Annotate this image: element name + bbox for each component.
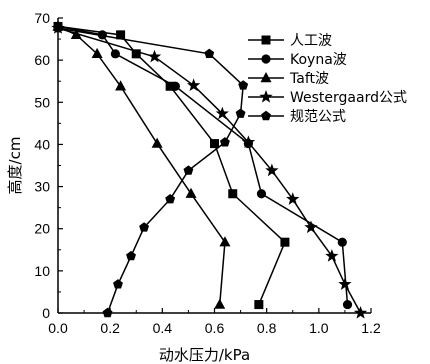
data-point-square — [280, 237, 290, 247]
data-point-star — [353, 306, 368, 319]
legend-item-star: Westergaard公式 — [248, 90, 407, 106]
axis-labels: 动水压力/kPa 高度/cm 0.0 0.2 0.4 0.6 0.8 1.0 1.2 0 10 2… — [6, 10, 381, 364]
y-tick-label: 20 — [34, 221, 50, 237]
y-tick-label: 60 — [34, 52, 50, 68]
data-point-pentagon — [53, 22, 63, 33]
data-point-circle — [256, 189, 267, 199]
series-layer — [51, 20, 368, 319]
data-point-square — [210, 139, 219, 149]
data-point-triangle — [185, 187, 197, 198]
legend-marker-pentagon — [261, 110, 271, 121]
legend-item-triangle: Taft波 — [248, 71, 329, 87]
data-point-triangle — [219, 236, 231, 247]
legend-item-square: 人工波 — [248, 33, 332, 49]
data-point-square — [131, 49, 141, 59]
data-point-pentagon — [235, 108, 246, 118]
data-point-star — [265, 163, 279, 177]
series-pentagon — [53, 22, 249, 318]
x-tick-label: 0.0 — [48, 320, 68, 336]
data-point-triangle — [214, 298, 226, 309]
y-tick-label: 10 — [34, 263, 50, 279]
data-point-star — [304, 220, 318, 234]
data-point-square — [228, 189, 238, 199]
series-line-circle — [57, 25, 349, 305]
data-point-star — [338, 277, 352, 291]
y-tick-label: 50 — [34, 94, 50, 110]
data-point-square — [254, 300, 264, 310]
data-point-star — [215, 106, 229, 120]
data-point-circle — [97, 30, 107, 40]
data-point-pentagon — [238, 80, 249, 90]
data-point-circle — [170, 81, 180, 91]
y-tick-label: 30 — [34, 179, 50, 195]
legend-label: Taft波 — [289, 71, 329, 87]
legend-marker-star — [259, 90, 273, 103]
x-tick-label: 0.8 — [257, 320, 277, 336]
legend-label: Koyna波 — [290, 52, 347, 68]
y-axis-title: 高度/cm — [6, 137, 24, 195]
legend-marker-circle — [261, 54, 271, 64]
data-point-triangle — [151, 137, 163, 148]
x-tick-label: 1.2 — [361, 320, 381, 336]
x-axis-title: 动水压力/kPa — [159, 346, 250, 364]
data-point-pentagon — [183, 165, 194, 175]
data-point-circle — [337, 237, 347, 247]
data-point-triangle — [115, 80, 127, 91]
x-tick-label: 0.2 — [100, 320, 120, 336]
data-point-star — [241, 135, 256, 148]
legend-label: 规范公式 — [290, 108, 346, 125]
data-point-pentagon — [113, 279, 123, 289]
data-point-pentagon — [139, 222, 150, 232]
y-tick-label: 40 — [34, 136, 50, 152]
data-point-pentagon — [102, 307, 113, 318]
series-triangle — [52, 20, 231, 309]
data-point-star — [186, 78, 201, 92]
series-star — [51, 21, 368, 319]
legend-item-pentagon: 规范公式 — [248, 108, 346, 125]
legend-marker-triangle — [260, 72, 272, 83]
legend-label: Westergaard公式 — [290, 90, 407, 106]
data-point-pentagon — [126, 250, 136, 261]
data-point-triangle — [91, 47, 103, 59]
data-point-pentagon — [219, 137, 230, 147]
x-tick-label: 0.4 — [153, 320, 173, 336]
data-point-circle — [110, 49, 120, 59]
data-point-square — [116, 30, 126, 40]
legend-marker-square — [261, 35, 271, 45]
data-point-square — [165, 81, 175, 91]
data-point-star — [147, 49, 162, 63]
data-point-circle — [342, 299, 353, 310]
data-point-pentagon — [165, 194, 176, 204]
x-tick-label: 1.0 — [309, 320, 329, 336]
data-point-pentagon — [204, 48, 215, 59]
y-tick-label: 70 — [34, 10, 50, 26]
data-point-star — [286, 192, 300, 205]
legend-label: 人工波 — [290, 33, 332, 49]
series-line-pentagon — [57, 27, 244, 314]
y-tick-label: 0 — [42, 305, 50, 321]
tick-marks — [57, 17, 372, 314]
data-point-star — [325, 249, 339, 262]
x-tick-label: 0.6 — [205, 320, 225, 336]
legend-item-circle: Koyna波 — [248, 52, 347, 68]
